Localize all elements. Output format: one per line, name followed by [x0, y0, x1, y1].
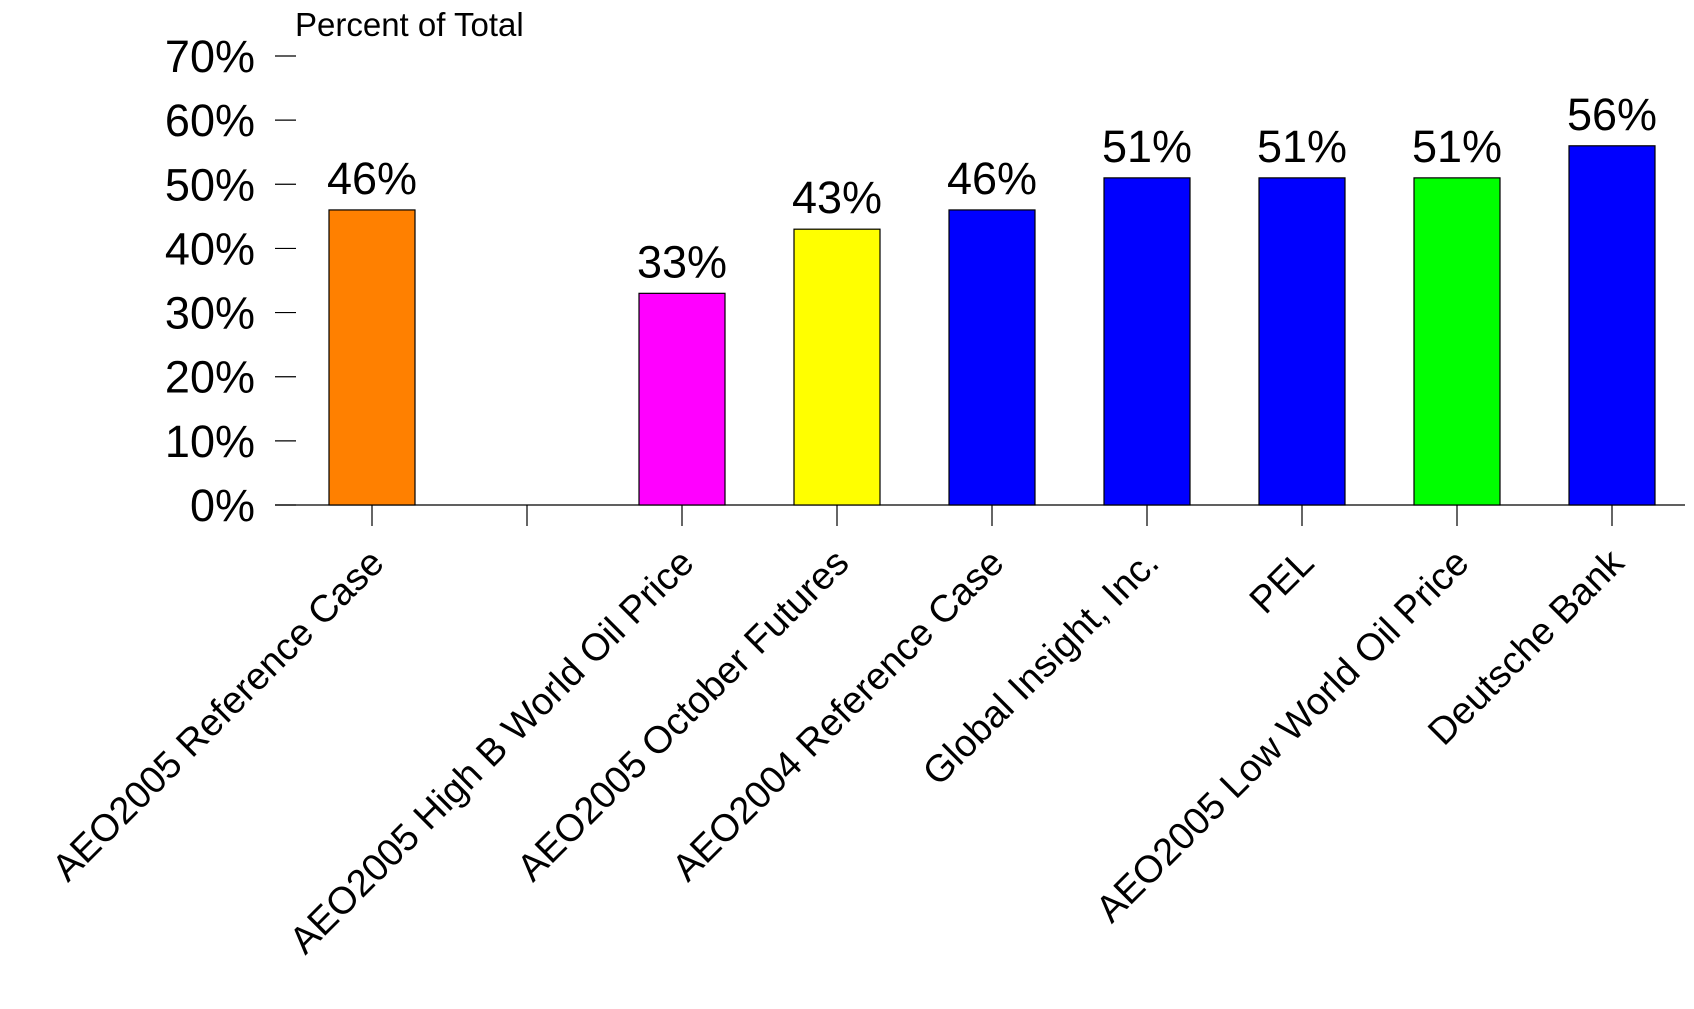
bar: [1258, 177, 1346, 506]
data-label: 51%: [1257, 121, 1347, 172]
category-label: AEO2005 October Futures: [510, 542, 858, 890]
y-tick-label: 70%: [165, 31, 255, 82]
data-label: 56%: [1567, 89, 1657, 140]
data-label: 46%: [947, 153, 1037, 204]
data-label: 33%: [637, 236, 727, 287]
x-axis: [275, 504, 1685, 526]
y-axis: 0% 10% 20% 30% 40% 50% 60% 70%: [165, 31, 296, 531]
category-label: PEL: [1242, 542, 1322, 622]
data-label: 51%: [1102, 121, 1192, 172]
y-tick-label: 20%: [165, 352, 255, 403]
y-tick-label: 60%: [165, 95, 255, 146]
bar: [638, 292, 726, 506]
y-tick-label: 30%: [165, 288, 255, 339]
data-label: 43%: [792, 172, 882, 223]
data-label: 46%: [327, 153, 417, 204]
data-labels: 46% 33% 43% 46% 51% 51% 51% 56%: [327, 89, 1657, 288]
y-tick-label: 0%: [190, 480, 255, 531]
y-axis-title: Percent of Total: [295, 6, 524, 43]
bar: [1413, 177, 1501, 506]
bar: [328, 209, 416, 506]
bar: [1568, 145, 1656, 506]
category-label: AEO2005 Reference Case: [45, 542, 393, 890]
y-tick-label: 40%: [165, 223, 255, 274]
bars: [328, 145, 1656, 506]
bar: [948, 209, 1036, 506]
data-label: 51%: [1412, 121, 1502, 172]
y-tick-label: 10%: [165, 416, 255, 467]
category-label: AEO2004 Reference Case: [665, 542, 1013, 890]
y-tick-label: 50%: [165, 159, 255, 210]
bar: [793, 228, 881, 506]
bar: [1103, 177, 1191, 506]
